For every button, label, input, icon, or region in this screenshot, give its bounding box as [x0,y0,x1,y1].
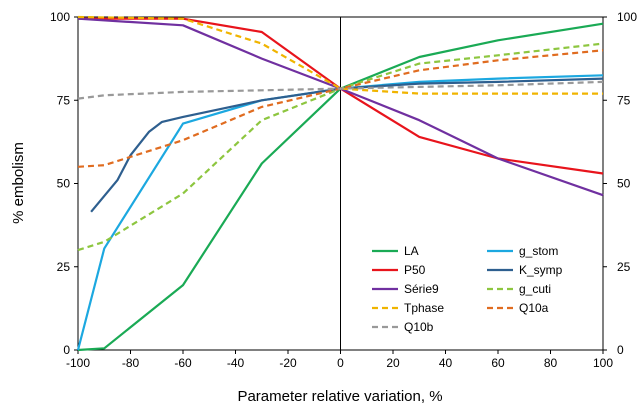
legend-label-g-cuti: g_cuti [519,282,551,296]
y-tick-label: 25 [57,260,71,274]
series-layer [76,15,604,352]
x-axis-label: Parameter relative variation, % [237,388,442,405]
legend-label-p50: P50 [404,263,426,277]
series-line-g-cuti [77,42,604,252]
y-tick-label: 50 [57,177,71,191]
legend-label-tphase: Tphase [404,301,444,315]
y2-tick-label: 75 [617,93,631,107]
series-line-tphase [77,15,603,95]
y-tick-label: 75 [57,93,71,107]
x-tick-label: -20 [279,356,297,370]
legend-label-q10b: Q10b [404,320,434,334]
legend-label-k-symp: K_symp [519,263,563,277]
x-tick-label: -100 [66,356,90,370]
x-tick-label: -60 [174,356,192,370]
x-tick-label: 80 [544,356,558,370]
x-tick-label: 20 [386,356,400,370]
x-tick-label: -40 [227,356,245,370]
y-tick-label: 100 [50,10,70,24]
x-tick-label: -80 [122,356,140,370]
axes-layer: -100 -80 -60 -40 -20 0 20 40 60 80 100 0 25 50 75 100 0 2… [50,10,637,370]
y2-tick-label: 25 [617,260,631,274]
series-line-la [77,22,604,352]
series-line-k-symp [90,77,604,213]
legend-label-s-rie9: Série9 [404,282,439,296]
series-line-q10a [77,49,604,168]
x-tick-label: 60 [491,356,505,370]
x-tick-label: 0 [337,356,344,370]
y2-tick-label: 50 [617,177,631,191]
y-axis-label: % embolism [10,142,27,224]
x-tick-label: 100 [593,356,613,370]
legend-label-q10a: Q10a [519,301,549,315]
legend-label-la: LA [404,244,419,258]
y-tick-label: 0 [63,343,70,357]
legend: LA g_stom P50 K_symp Série9 g_cuti Tphase Q10a Q… [372,244,563,334]
series-line-q10b [77,80,604,100]
y2-tick-label: 100 [617,10,637,24]
x-tick-label: 40 [439,356,453,370]
legend-label-g-stom: g_stom [519,244,558,258]
y2-tick-label: 0 [617,343,624,357]
